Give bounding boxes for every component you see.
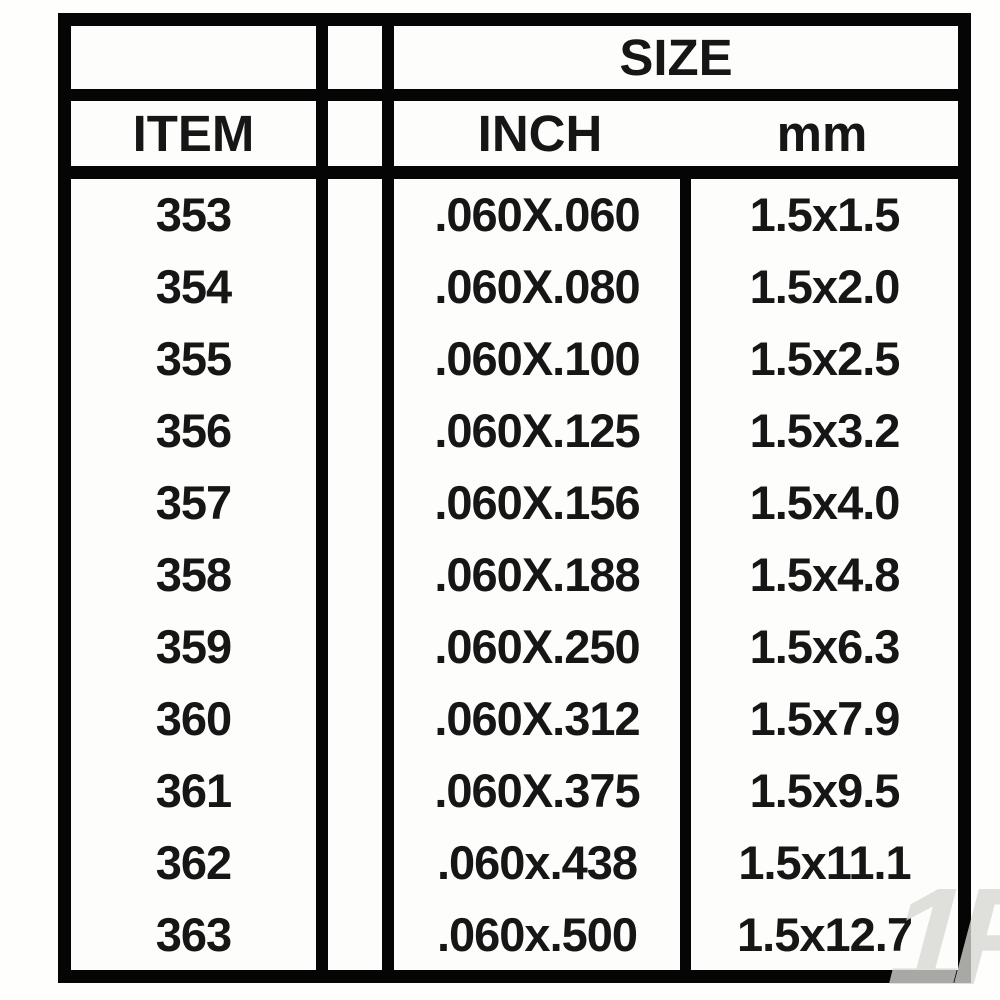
inch-cell: .060X.375 <box>434 763 640 817</box>
inch-cell: .060x.500 <box>436 907 638 961</box>
inch-mm-divider <box>680 322 691 395</box>
mm-cell: 1.5x12.7 <box>737 907 913 961</box>
inch-mm-divider <box>680 394 691 467</box>
inch-cell: .060X.312 <box>434 691 640 745</box>
header-divider-top <box>71 89 958 101</box>
inch-cell: .060X.060 <box>434 188 640 242</box>
inch-cell: .060X.080 <box>434 260 640 314</box>
inch-mm-divider <box>680 466 691 539</box>
table-row: .060x.500 1.5x12.7 <box>394 898 958 970</box>
inch-mm-divider <box>680 538 691 611</box>
mm-cell: 1.5x6.3 <box>749 619 901 673</box>
item-column-header: ITEM <box>132 105 255 162</box>
table-row: .060X.250 1.5x6.3 <box>394 610 958 683</box>
table-row: .060X.125 1.5x3.2 <box>394 394 958 467</box>
table-row: .060X.375 1.5x9.5 <box>394 754 958 827</box>
inch-mm-divider <box>680 179 691 251</box>
inch-cell: .060X.100 <box>434 332 640 386</box>
item-cell: 355 <box>155 332 232 386</box>
inch-mm-divider <box>680 610 691 683</box>
item-cell: 357 <box>155 476 232 530</box>
size-table: SIZE ITEM INCH mm 353 .060X.060 1.5x1.5 … <box>58 13 971 983</box>
mm-cell: 1.5x4.0 <box>749 476 901 530</box>
inch-cell: .060X.250 <box>434 619 640 673</box>
item-cell: 358 <box>155 547 232 601</box>
table-row: .060x.438 1.5x11.1 <box>394 826 958 899</box>
inch-cell: .060X.188 <box>434 547 640 601</box>
mm-column-header: mm <box>776 105 868 162</box>
mm-cell: 1.5x11.1 <box>738 835 911 889</box>
gutter-left-border <box>316 26 328 970</box>
size-column-header: SIZE <box>619 29 733 86</box>
table-row: .060X.060 1.5x1.5 <box>394 179 958 251</box>
table-row: .060X.100 1.5x2.5 <box>394 322 958 395</box>
inch-column-header: INCH <box>477 105 603 162</box>
mm-cell: 1.5x1.5 <box>749 188 901 242</box>
item-cell: 362 <box>155 835 232 889</box>
table-row: .060X.156 1.5x4.0 <box>394 466 958 539</box>
item-cell: 356 <box>155 404 232 458</box>
item-cell: 359 <box>155 619 232 673</box>
item-cell: 360 <box>155 691 232 745</box>
mm-cell: 1.5x7.9 <box>749 691 901 745</box>
inch-mm-divider <box>680 250 691 323</box>
mm-cell: 1.5x2.0 <box>749 260 901 314</box>
inch-mm-divider <box>680 682 691 755</box>
inch-mm-divider <box>680 754 691 827</box>
item-cell: 354 <box>155 260 232 314</box>
inch-cell: .060X.156 <box>434 476 640 530</box>
gutter-right-border <box>382 26 394 970</box>
item-cell: 353 <box>155 188 232 242</box>
table-row: .060X.188 1.5x4.8 <box>394 538 958 611</box>
inch-cell: .060X.125 <box>434 404 640 458</box>
inch-mm-divider <box>680 898 691 970</box>
item-cell: 361 <box>155 763 232 817</box>
mm-cell: 1.5x2.5 <box>749 332 901 386</box>
mm-cell: 1.5x4.8 <box>749 547 901 601</box>
item-cell: 363 <box>155 907 232 961</box>
table-row: .060X.080 1.5x2.0 <box>394 250 958 323</box>
inch-cell: .060x.438 <box>436 835 638 889</box>
mm-cell: 1.5x9.5 <box>749 763 901 817</box>
inch-mm-divider <box>680 826 691 899</box>
table-row: .060X.312 1.5x7.9 <box>394 682 958 755</box>
header-divider-bottom <box>71 166 958 179</box>
size-subheader-row: INCH mm <box>394 101 958 166</box>
mm-cell: 1.5x3.2 <box>749 404 901 458</box>
